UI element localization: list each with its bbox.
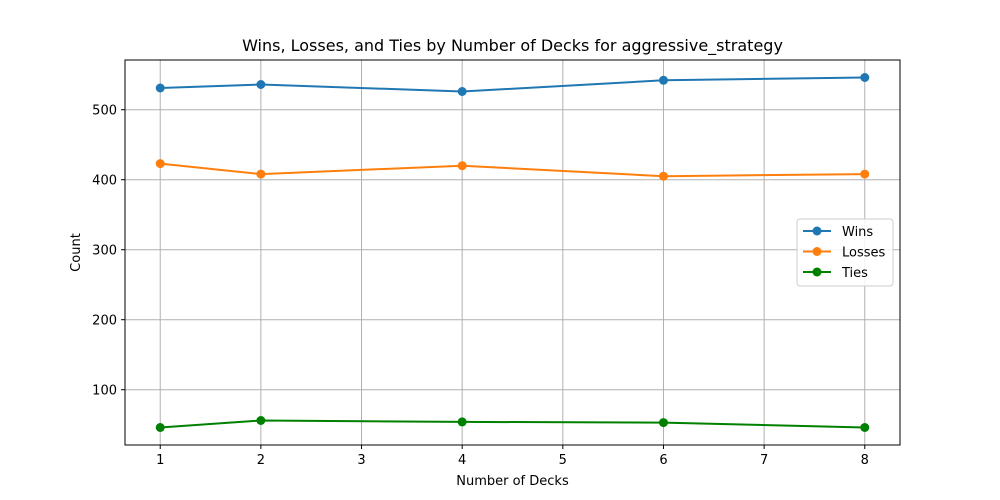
x-tick-label: 2 (257, 453, 265, 468)
x-tick-label: 5 (559, 453, 567, 468)
x-tick-label: 8 (861, 453, 869, 468)
x-tick-label: 1 (156, 453, 164, 468)
x-tick-label: 3 (357, 453, 365, 468)
legend-item-losses: Losses (803, 246, 886, 261)
legend: Wins Losses Ties (796, 218, 894, 287)
series-layer (155, 73, 870, 432)
plot-frame (124, 59, 901, 446)
data-point (256, 80, 266, 89)
legend-swatch-marker (812, 267, 822, 277)
legend-label: Wins (842, 225, 873, 240)
y-tick-label: 200 (92, 314, 117, 329)
data-point (457, 87, 467, 96)
legend-label: Losses (842, 246, 886, 261)
chart-title: Wins, Losses, and Ties by Number of Deck… (242, 36, 783, 56)
data-point (457, 417, 467, 427)
x-tick-label: 7 (760, 453, 768, 468)
ticks: 1 2 3 4 5 6 7 8 100 200 300 400 500 (92, 104, 869, 468)
data-point (860, 423, 870, 432)
data-point (658, 75, 668, 85)
legend-item-ties: Ties (803, 266, 868, 281)
data-point (256, 416, 266, 425)
y-tick-label: 100 (92, 384, 117, 399)
data-point (155, 83, 165, 93)
y-tick-label: 400 (92, 174, 117, 189)
data-point (155, 423, 165, 432)
data-point (457, 161, 467, 171)
series-ties (155, 416, 870, 432)
legend-swatch-marker (812, 247, 822, 256)
data-point (658, 171, 668, 181)
series-wins (155, 73, 870, 96)
x-tick-label: 4 (458, 453, 466, 468)
y-tick-label: 300 (92, 244, 117, 259)
legend-item-wins: Wins (803, 225, 873, 240)
grid (125, 60, 900, 445)
data-point (658, 418, 668, 428)
y-tick-label: 500 (92, 104, 117, 119)
data-point (860, 73, 870, 82)
data-point (860, 169, 870, 179)
legend-label: Ties (841, 266, 868, 281)
y-axis-label: Count (69, 233, 84, 272)
legend-swatch-marker (812, 226, 822, 236)
x-tick-label: 6 (659, 453, 667, 468)
data-point (155, 159, 165, 169)
series-losses (155, 159, 870, 181)
data-point (256, 169, 266, 179)
legend-box (796, 218, 894, 287)
x-axis-label: Number of Decks (456, 474, 569, 489)
